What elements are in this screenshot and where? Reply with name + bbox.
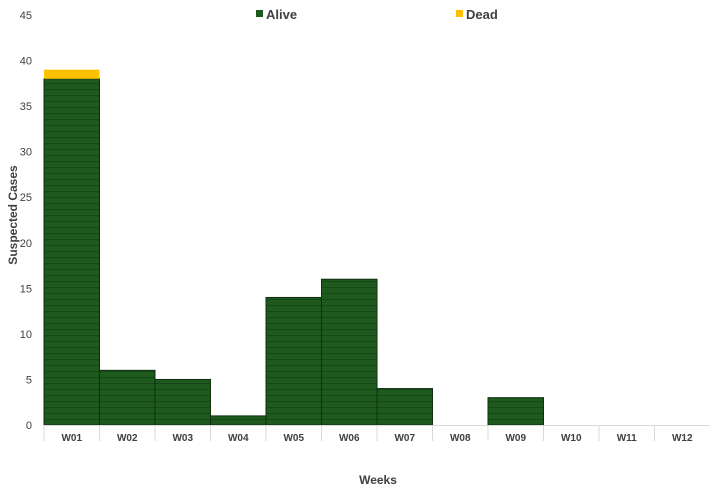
legend: Alive Dead <box>256 7 498 22</box>
y-tick-label: 0 <box>26 420 32 432</box>
legend-label: Dead <box>466 7 498 22</box>
y-tick-label: 15 <box>20 283 32 295</box>
y-tick-label: 35 <box>20 101 32 113</box>
y-tick-label: 5 <box>26 374 32 386</box>
x-tick-label: W02 <box>117 433 138 444</box>
bar-dead-w01 <box>44 69 100 79</box>
bar-alive-w04 <box>210 415 267 426</box>
y-axis-title: Suspected Cases <box>6 165 20 265</box>
bar-alive-w07 <box>376 388 433 426</box>
bar-alive-w06 <box>321 278 378 426</box>
x-tick-label: W09 <box>505 433 526 444</box>
y-tick-label: 30 <box>20 147 32 159</box>
legend-item-alive: Alive <box>256 7 297 22</box>
y-tick-label: 45 <box>20 10 32 22</box>
y-tick-label: 10 <box>20 329 32 341</box>
x-tick-label: W11 <box>617 433 637 444</box>
x-tick-label: W05 <box>283 433 304 444</box>
legend-item-dead: Dead <box>456 7 498 22</box>
y-tick-label: 40 <box>20 56 32 68</box>
x-tick-label: W06 <box>339 433 360 444</box>
bar-alive-w02 <box>99 369 156 426</box>
x-tick-label: W04 <box>228 433 249 444</box>
bar-alive-w09 <box>487 397 544 426</box>
y-tick-label: 25 <box>20 192 32 204</box>
x-tick-label: W12 <box>672 433 693 444</box>
x-axis-title: Weeks <box>359 473 397 487</box>
x-axis-ticks: W01 W02 W03 W04 W05 W06 W07 W08 W09 W10 W11 W12 <box>43 425 693 444</box>
legend-label: Alive <box>266 7 297 22</box>
bar-alive-w01 <box>43 78 100 426</box>
x-tick-label: W08 <box>450 433 471 444</box>
x-tick-label: W10 <box>561 433 582 444</box>
bar-alive-w05 <box>265 296 322 426</box>
x-tick-label: W03 <box>172 433 193 444</box>
y-tick-label: 20 <box>20 238 32 250</box>
bar-alive-w03 <box>154 378 211 426</box>
bars <box>43 69 544 426</box>
y-axis-ticks: 0 5 10 15 20 25 30 35 40 45 <box>20 10 32 432</box>
x-tick-label: W01 <box>61 433 82 444</box>
x-tick-label: W07 <box>394 433 415 444</box>
legend-swatch <box>456 10 463 17</box>
legend-swatch <box>256 10 263 17</box>
